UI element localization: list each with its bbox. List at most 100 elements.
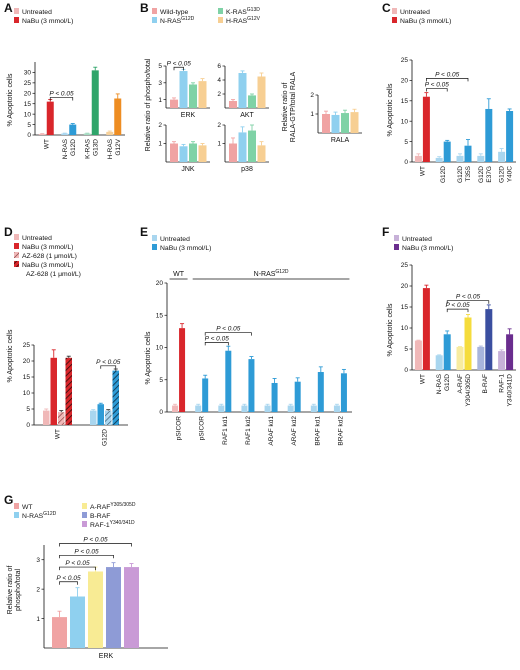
panel-e-ytick-label: 20 <box>156 280 164 287</box>
bar <box>106 567 121 648</box>
legend-swatch <box>392 8 397 14</box>
panel-b-p38-ytick-label: 1 <box>217 141 221 148</box>
legend-label: Untreated <box>22 9 52 16</box>
bar <box>485 309 493 370</box>
category-label: G12D <box>440 166 447 183</box>
category-sublabel: T35S <box>465 165 472 181</box>
legend-label: NaBu (3 mmol/L) <box>400 18 451 25</box>
bar <box>83 133 91 135</box>
panel-a-ytick-label: 20 <box>24 90 32 97</box>
category-sublabel: G12D <box>70 139 77 156</box>
legend-swatch <box>152 8 157 14</box>
panel-a-sig-bracket <box>49 97 74 101</box>
panel-f-ytick-label: 15 <box>401 304 409 311</box>
bar <box>317 372 324 412</box>
panel-d-ylabel: % Apoptotic cells <box>7 329 14 382</box>
bar <box>106 131 114 135</box>
bar <box>248 95 256 108</box>
category-label: WT <box>55 429 62 439</box>
panel-g-sig-pvalue: P < 0.05 <box>65 560 90 567</box>
bar <box>58 412 65 425</box>
panel-g-ytick-label: 2 <box>36 586 40 593</box>
panel-b-rala-ytick-label: 2 <box>310 92 314 99</box>
category-sublabel: Y304/305D <box>465 374 472 407</box>
panel-f-ytick-label: 10 <box>401 325 409 332</box>
panel-g-ylabel-1: Relative ratio of <box>7 566 14 615</box>
legend-superscript: Y305/305D <box>110 502 135 508</box>
panel-d-ytick-label: 25 <box>23 342 31 349</box>
panel-d-ytick-label: 15 <box>23 374 31 381</box>
panel-b-sig-pvalue: P < 0.05 <box>167 60 192 67</box>
category-label: G12D <box>499 166 506 183</box>
panel-b-rala-ytick-label: 1 <box>310 111 314 118</box>
panel-b-erk-ytick-label: 5 <box>158 63 162 70</box>
panel-letter-b: B <box>140 1 149 15</box>
bar <box>170 143 178 162</box>
legend-label: Wild-type <box>160 9 189 16</box>
panel-a-ytick-label: 15 <box>24 101 32 108</box>
category-label: WT <box>43 139 50 149</box>
panel-a-sig-pvalue: P < 0.05 <box>49 90 74 97</box>
panel-g-sig-pvalue: P < 0.05 <box>56 575 81 582</box>
panel-f-sig-pvalue: P < 0.05 <box>446 302 471 309</box>
legend-swatch <box>82 512 87 518</box>
panel-e-ytick-label: 15 <box>156 312 164 319</box>
panel-c-sig-pvalue: P < 0.05 <box>435 71 460 78</box>
panel-d-ytick-label: 20 <box>23 358 31 365</box>
legend-label: AZ-628 (1 μmol/L) <box>22 253 77 260</box>
legend-label: NaBu (3 mmol/L) <box>22 262 73 269</box>
legend-swatch <box>394 244 399 250</box>
bar <box>322 114 330 133</box>
panel-b-akt-ytick-label: 2 <box>217 91 221 98</box>
panel-b-jnk-ytick-label: 2 <box>158 122 162 129</box>
legend-swatch <box>82 503 87 509</box>
panel-b-p38-ytick-label: 2 <box>217 122 221 129</box>
panel-a-ytick-label: 10 <box>24 111 32 118</box>
panel-b-jnk-ytick-label: 1 <box>158 141 162 148</box>
legend-label: AZ-628 (1 μmol/L) <box>26 271 81 278</box>
panel-g-sig-bracket <box>59 581 78 585</box>
bar <box>38 133 46 135</box>
panel-c-sig-bracket <box>426 78 469 82</box>
panel-f-ytick-label: 5 <box>404 346 408 353</box>
legend-label: RAF-1Y340/341D <box>90 520 135 529</box>
category-label: B-RAF <box>482 374 489 394</box>
bar <box>464 317 472 370</box>
legend-label: NaBu (3 mmol/L) <box>22 18 73 25</box>
legend-swatch <box>392 17 397 23</box>
subchart-label: ERK <box>181 112 196 119</box>
panel-e-ytick-label: 10 <box>156 345 164 352</box>
bar <box>464 145 472 162</box>
bar <box>264 405 271 412</box>
legend-swatch <box>14 243 19 249</box>
category-label: WT <box>419 166 426 176</box>
category-label: RAF1 kd2 <box>245 416 252 445</box>
panel-c-sig-bracket <box>426 88 448 92</box>
legend-label: NaBu (3 mmol/L) <box>22 244 73 251</box>
panel-c-ytick-label: 0 <box>404 159 408 166</box>
legend-swatch <box>14 503 19 509</box>
bar <box>238 73 247 108</box>
bar <box>90 410 97 425</box>
legend-superscript: G12D <box>181 16 194 22</box>
category-label: RAF-1 <box>499 374 506 393</box>
bar <box>456 346 464 370</box>
legend-label: N-RASG12D <box>160 16 195 25</box>
bar <box>414 340 422 370</box>
panel-g-sig-pvalue: P < 0.05 <box>83 537 108 544</box>
legend-superscript: G12V <box>247 16 260 22</box>
bar <box>91 70 99 135</box>
bar <box>195 405 202 412</box>
bar <box>287 405 294 412</box>
panel-d-sig-pvalue: P < 0.05 <box>96 359 121 366</box>
legend-swatch <box>82 521 87 527</box>
bar <box>456 155 464 162</box>
legend-superscript: G13D <box>247 7 260 13</box>
bar <box>52 617 67 648</box>
panel-b-erk-ytick-label: 3 <box>158 80 162 87</box>
panel-a-ylabel: % Apoptotic cells <box>7 73 14 126</box>
legend-swatch <box>14 512 19 518</box>
panel-b-ylabel-right-1: Relative ratio of <box>282 83 289 132</box>
panel-g-sig-pvalue: P < 0.05 <box>74 548 99 555</box>
